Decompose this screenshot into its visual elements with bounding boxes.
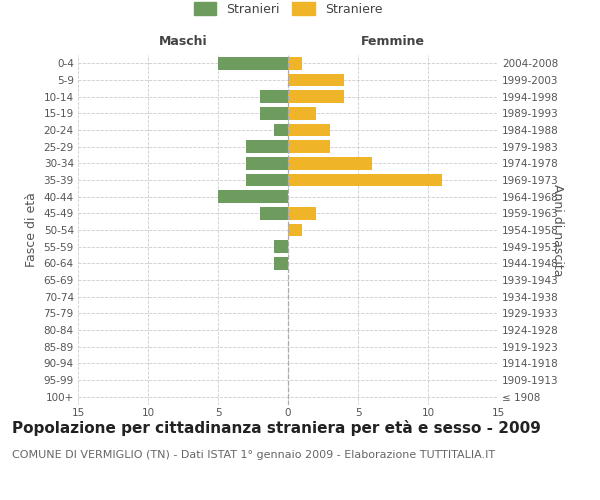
Bar — [288, 57, 302, 70]
Bar — [288, 90, 344, 103]
Bar — [288, 157, 372, 170]
Text: Maschi: Maschi — [158, 34, 208, 48]
Bar — [260, 90, 288, 103]
Bar — [288, 224, 302, 236]
Legend: Stranieri, Straniere: Stranieri, Straniere — [190, 0, 386, 20]
Text: Popolazione per cittadinanza straniera per età e sesso - 2009: Popolazione per cittadinanza straniera p… — [12, 420, 541, 436]
Bar — [274, 240, 288, 253]
Bar — [246, 174, 288, 186]
Bar — [288, 140, 330, 153]
Bar — [274, 257, 288, 270]
Text: COMUNE DI VERMIGLIO (TN) - Dati ISTAT 1° gennaio 2009 - Elaborazione TUTTITALIA.: COMUNE DI VERMIGLIO (TN) - Dati ISTAT 1°… — [12, 450, 495, 460]
Bar — [288, 107, 316, 120]
Bar — [218, 57, 288, 70]
Bar — [246, 157, 288, 170]
Y-axis label: Anni di nascita: Anni di nascita — [551, 184, 565, 276]
Y-axis label: Fasce di età: Fasce di età — [25, 192, 38, 268]
Bar — [260, 207, 288, 220]
Bar — [260, 107, 288, 120]
Bar — [246, 140, 288, 153]
Bar — [274, 124, 288, 136]
Bar — [218, 190, 288, 203]
Bar — [288, 74, 344, 86]
Bar — [288, 124, 330, 136]
Text: Femmine: Femmine — [361, 34, 425, 48]
Bar — [288, 207, 316, 220]
Bar — [288, 174, 442, 186]
